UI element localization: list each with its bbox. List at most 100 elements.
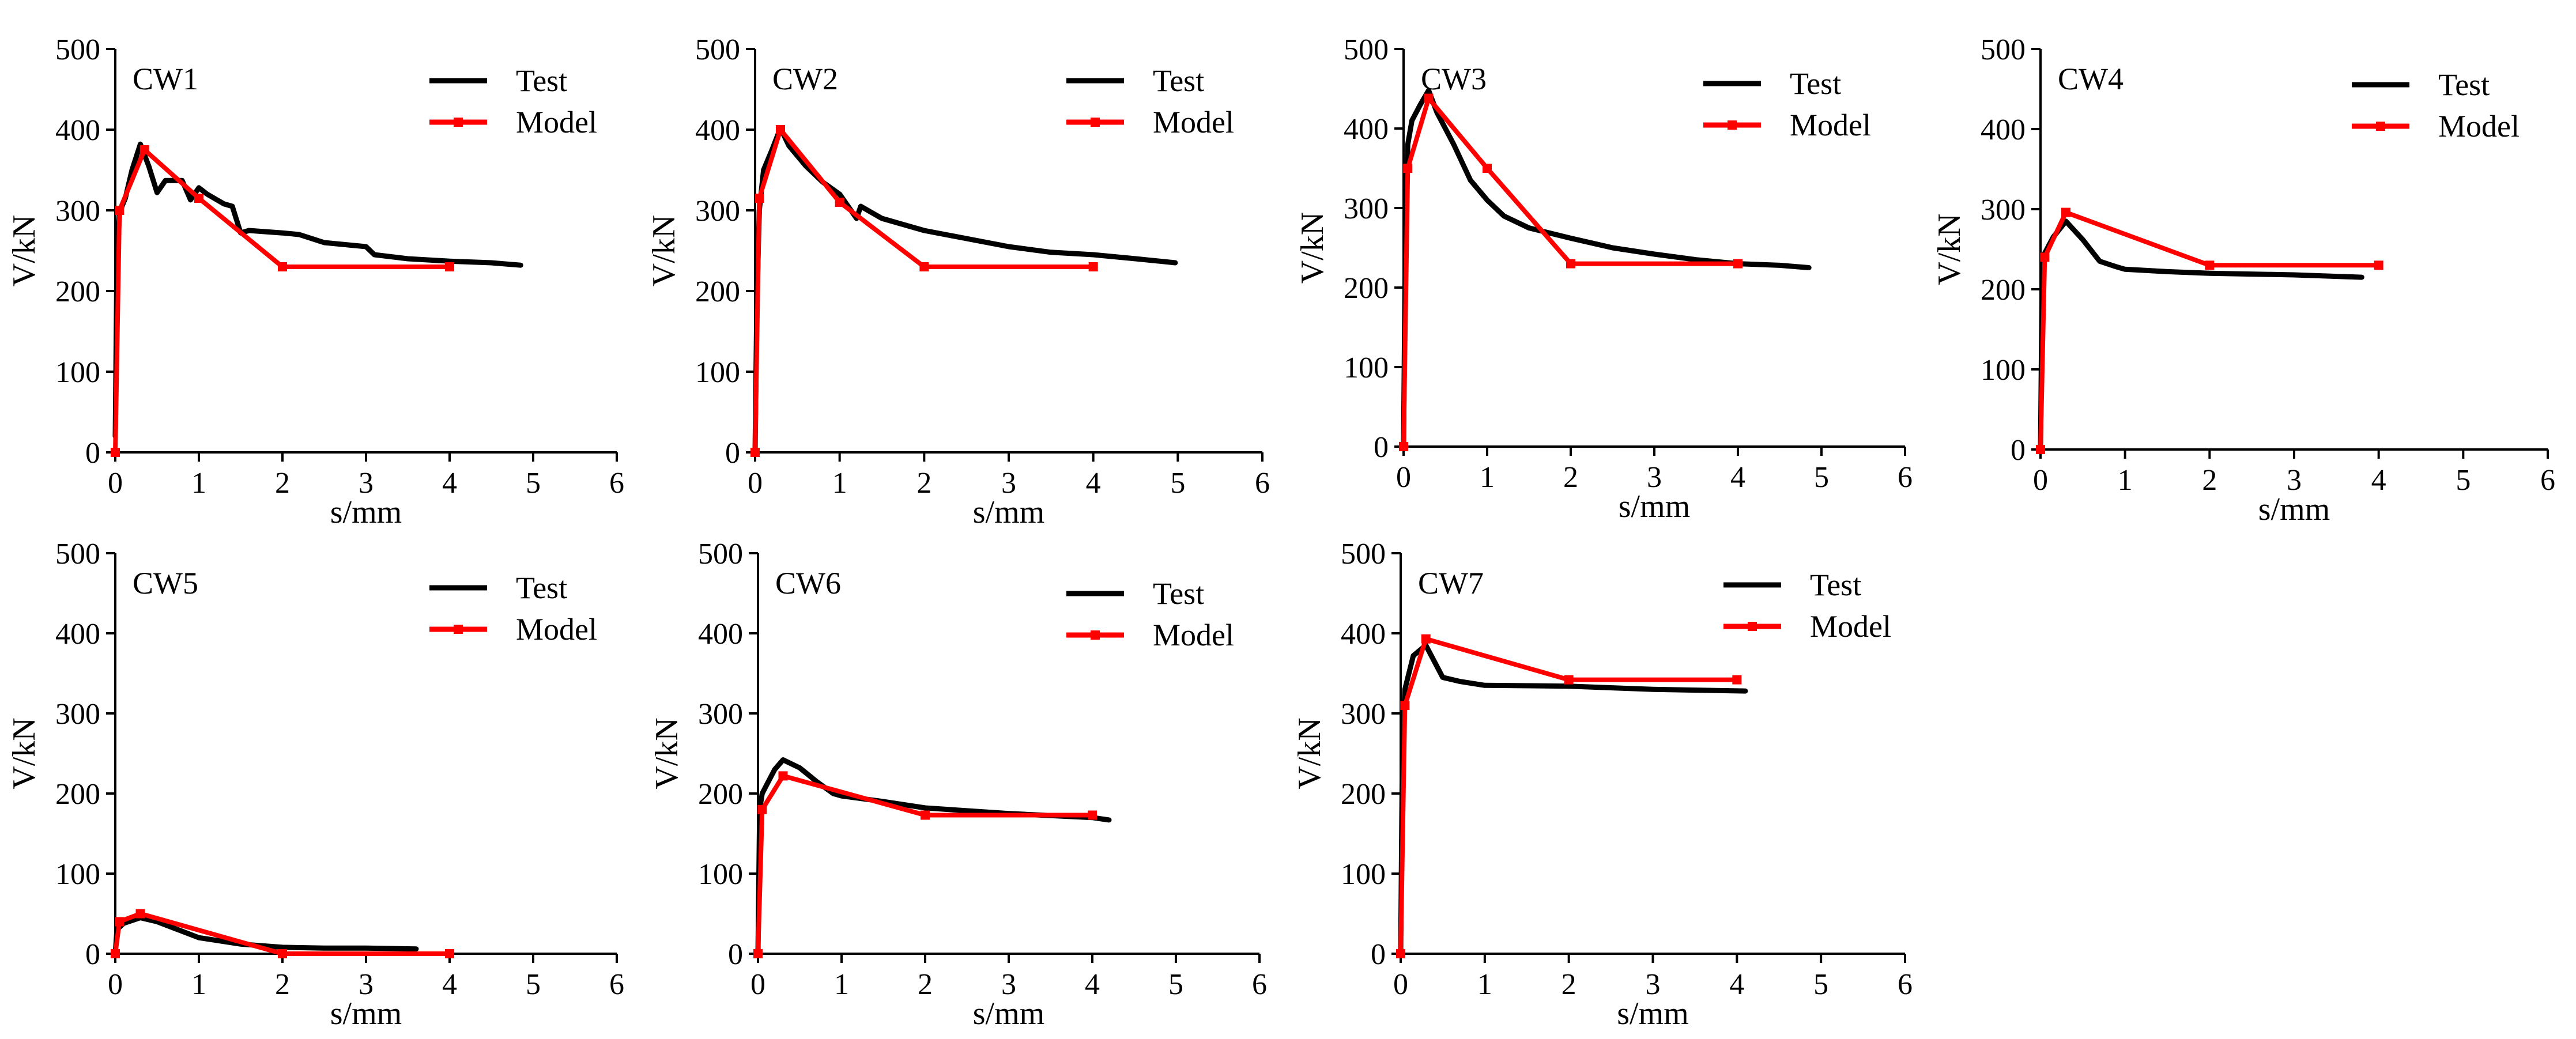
legend-marker	[454, 118, 463, 127]
legend-marker	[1728, 120, 1737, 130]
y-axis-title: V/kN	[6, 215, 42, 286]
x-tick-label: 5	[1814, 461, 1829, 494]
legend-label-model: Model	[1810, 609, 1891, 644]
x-tick-label: 5	[1813, 968, 1828, 1001]
x-tick-label: 4	[1730, 461, 1745, 494]
x-tick-label: 6	[1898, 968, 1913, 1001]
legend-marker	[1748, 622, 1757, 631]
chart-svg: 0 1 2 3 4 5 6 0 100 200 300 400 500 s/mm V/kN CW6 Test Mo…	[649, 538, 1267, 1032]
series-line-model	[756, 773, 1095, 956]
y-tick-label: 300	[698, 698, 743, 731]
x-tick-label: 2	[275, 467, 290, 500]
model-point-marker	[1732, 675, 1742, 685]
series-line-test	[755, 757, 1112, 957]
series-line-test	[1398, 643, 1748, 957]
y-tick-label: 500	[698, 538, 743, 570]
model-point-marker	[445, 949, 454, 958]
chart-panel-cw1: 0 1 2 3 4 5 6 0 100 200 300 400 500 s/mm V/kN CW1 Test Mo…	[0, 32, 640, 536]
legend-label-test: Test	[1810, 568, 1861, 602]
model-point-marker	[194, 194, 203, 203]
legend-label-test: Test	[1153, 63, 1204, 98]
panel-label: CW4	[2058, 62, 2124, 96]
panel-label: CW6	[775, 566, 841, 600]
x-tick-label: 6	[1898, 461, 1913, 494]
y-tick-label: 0	[1374, 431, 1389, 464]
model-point-marker	[1399, 442, 1408, 451]
x-tick-label: 5	[526, 968, 541, 1001]
y-tick-label: 0	[725, 437, 740, 470]
x-axis-title: s/mm	[1619, 489, 1690, 524]
chart-panel-cw7: 0 1 2 3 4 5 6 0 100 200 300 400 500 s/mm V/kN CW7 Test Mo…	[1285, 536, 1928, 1037]
chart-svg: 0 1 2 3 4 5 6 0 100 200 300 400 500 s/mm V/kN CW2 Test Mo…	[646, 33, 1270, 530]
y-tick-label: 200	[1344, 272, 1389, 305]
x-tick-label: 0	[2033, 464, 2048, 497]
y-tick-label: 400	[695, 114, 740, 147]
y-tick-label: 500	[55, 33, 100, 66]
legend-marker	[454, 625, 463, 634]
y-tick-label: 300	[55, 698, 100, 731]
model-point-marker	[1421, 634, 1431, 644]
x-tick-label: 5	[1170, 467, 1185, 500]
legend-label-model: Model	[2438, 109, 2520, 143]
x-tick-label: 0	[108, 467, 123, 500]
x-tick-label: 2	[917, 467, 931, 500]
model-point-marker	[1088, 262, 1098, 271]
series-line-model	[113, 148, 452, 455]
y-tick-label: 200	[698, 778, 743, 811]
model-point-marker	[445, 262, 454, 271]
y-tick-label: 200	[695, 275, 740, 308]
x-tick-label: 4	[2371, 464, 2386, 497]
legend-marker	[2376, 122, 2385, 131]
x-tick-label: 4	[1729, 968, 1744, 1001]
chart-svg: 0 1 2 3 4 5 6 0 100 200 300 400 500 s/mm V/kN CW3 Test Mo…	[1295, 33, 1913, 524]
model-point-marker	[2205, 260, 2215, 270]
x-tick-label: 4	[1086, 467, 1101, 500]
y-tick-label: 500	[1981, 33, 2026, 66]
x-tick-label: 6	[609, 467, 624, 500]
model-point-marker	[115, 206, 125, 215]
series-line-test	[1401, 88, 1812, 449]
y-tick-label: 200	[1981, 274, 2026, 307]
y-axis-title: V/kN	[1292, 717, 1327, 789]
x-tick-label: 2	[1562, 968, 1576, 1001]
x-tick-label: 1	[1480, 461, 1495, 494]
y-axis-title: V/kN	[6, 717, 42, 789]
panel-label: CW7	[1418, 566, 1484, 600]
model-point-marker	[135, 909, 145, 919]
legend-label-test: Test	[516, 63, 567, 98]
chart-svg: 0 1 2 3 4 5 6 0 100 200 300 400 500 s/mm V/kN CW7 Test Mo…	[1292, 538, 1913, 1032]
x-tick-label: 6	[609, 968, 624, 1001]
model-point-marker	[1400, 701, 1410, 711]
y-axis-title: V/kN	[649, 717, 685, 789]
y-tick-label: 100	[1341, 858, 1386, 891]
model-point-marker	[139, 145, 149, 154]
y-tick-label: 100	[1344, 352, 1389, 384]
y-tick-label: 400	[698, 618, 743, 651]
y-tick-label: 100	[695, 356, 740, 389]
model-point-marker	[921, 810, 930, 820]
y-tick-label: 300	[695, 195, 740, 228]
y-tick-label: 300	[1341, 698, 1386, 731]
x-tick-label: 3	[1001, 467, 1016, 500]
x-axis-title: s/mm	[973, 996, 1044, 1032]
y-tick-label: 0	[85, 938, 100, 971]
x-tick-label: 0	[108, 968, 123, 1001]
x-tick-label: 1	[191, 467, 206, 500]
y-tick-label: 200	[1341, 778, 1386, 811]
y-tick-label: 0	[2011, 434, 2026, 467]
legend-label-test: Test	[1153, 576, 1204, 611]
x-tick-label: 3	[2287, 464, 2302, 497]
y-tick-label: 300	[1981, 194, 2026, 226]
x-tick-label: 0	[1393, 968, 1408, 1001]
model-point-marker	[2061, 207, 2070, 217]
model-point-marker	[778, 771, 788, 781]
x-tick-label: 4	[442, 968, 457, 1001]
chart-svg: 0 1 2 3 4 5 6 0 100 200 300 400 500 s/mm V/kN CW1 Test Mo…	[6, 33, 624, 530]
chart-svg: 0 1 2 3 4 5 6 0 100 200 300 400 500 s/mm V/kN CW5 Test Mo…	[6, 538, 624, 1032]
legend-label-model: Model	[1153, 618, 1234, 652]
y-tick-label: 400	[1341, 618, 1386, 651]
x-tick-label: 0	[1396, 461, 1411, 494]
model-point-marker	[750, 448, 760, 457]
model-point-marker	[111, 448, 120, 457]
x-tick-label: 3	[1646, 968, 1661, 1001]
